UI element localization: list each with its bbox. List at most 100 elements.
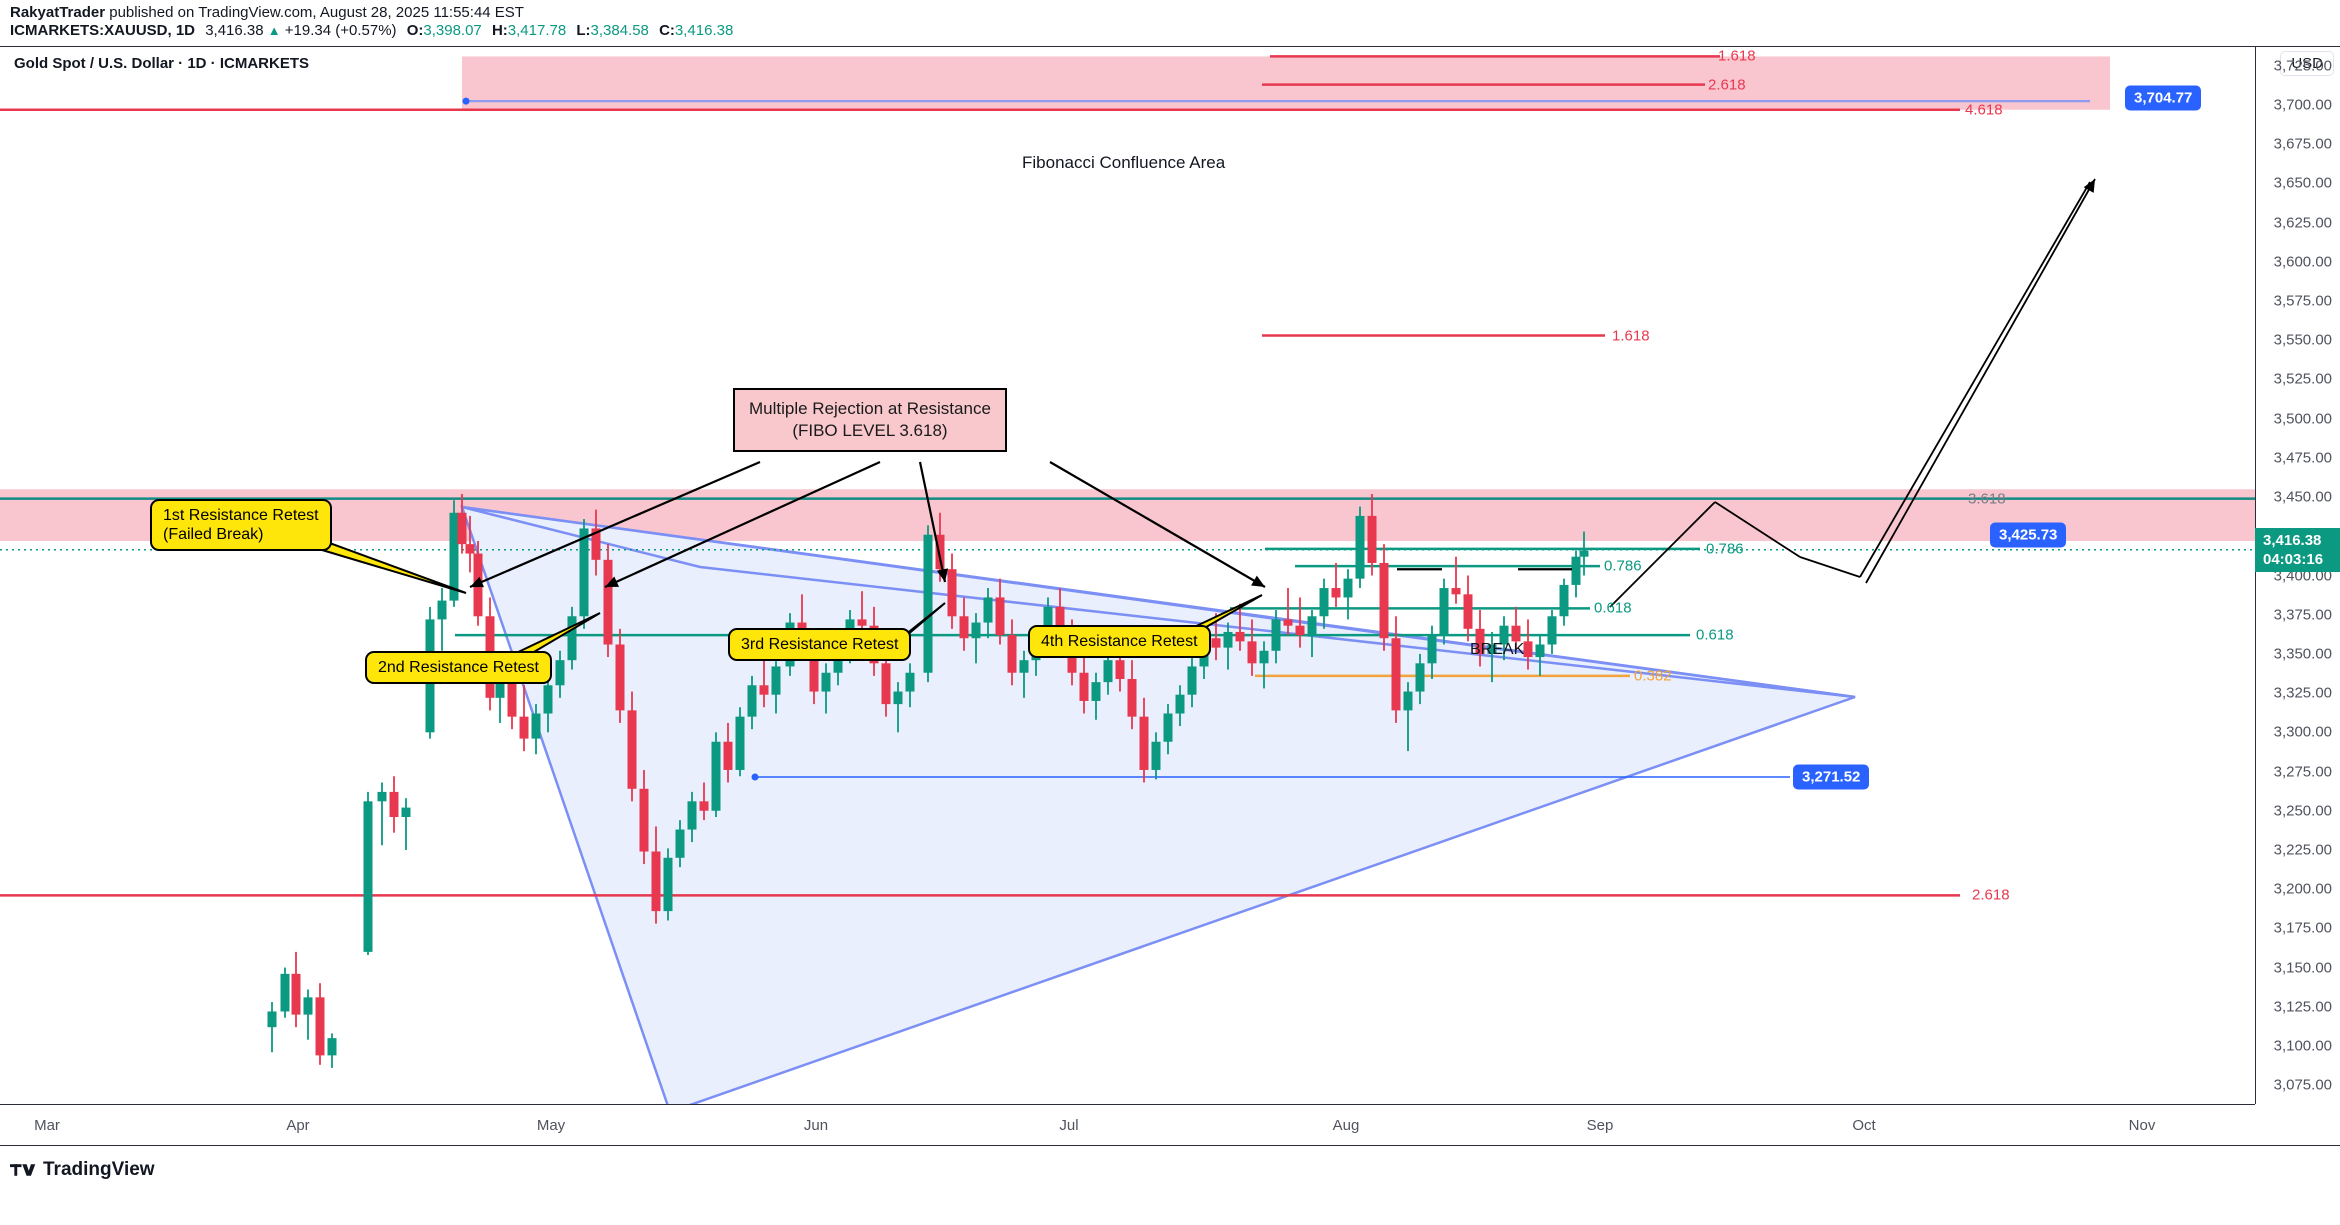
price-tick: 3,350.00	[2273, 645, 2332, 663]
candle	[1511, 606, 1521, 651]
change-up-arrow-icon: ▲	[267, 23, 281, 38]
candle	[1559, 578, 1569, 626]
candle	[1403, 682, 1413, 752]
price-tick: 3,700.00	[2273, 96, 2332, 114]
price-tick: 3,500.00	[2273, 410, 2332, 428]
price-tick: 3,600.00	[2273, 253, 2332, 271]
fib-level-label: 4.618	[1965, 101, 2003, 119]
time-axis[interactable]: Mar Apr May Jun Jul Aug Sep Oct Nov	[0, 1104, 2255, 1146]
candle	[1343, 569, 1353, 620]
time-tick: Apr	[286, 1117, 310, 1134]
annotation-arrow	[604, 460, 881, 589]
price-tick: 3,650.00	[2273, 174, 2332, 192]
candle	[905, 663, 915, 708]
candle	[1259, 641, 1269, 689]
candle	[1451, 556, 1461, 604]
candle	[1487, 631, 1497, 683]
price-tick: 3,325.00	[2273, 684, 2332, 702]
candle	[1523, 619, 1533, 670]
candle	[1079, 650, 1089, 714]
candle	[591, 509, 601, 576]
price-tick: 3,725.00	[2273, 57, 2332, 75]
candle	[555, 650, 565, 698]
candle	[995, 578, 1005, 645]
price-tick: 3,625.00	[2273, 214, 2332, 232]
candle	[1355, 506, 1365, 589]
low-label: L:	[576, 22, 591, 39]
current-price-value: 3,416.38	[2263, 531, 2322, 549]
fib-level-label: 0.618	[1594, 599, 1632, 617]
candle	[1103, 650, 1113, 695]
fib-level-label: 2.618	[1972, 886, 2010, 904]
candle	[603, 544, 613, 658]
tradingview-wordmark: TradingView	[43, 1159, 155, 1180]
publication-text: published on TradingView.com, August 28,…	[105, 4, 524, 21]
candle	[1579, 531, 1589, 576]
footer-bar: TradingView	[0, 1147, 2340, 1225]
candle	[983, 588, 993, 639]
candle	[327, 1033, 337, 1068]
time-tick: Oct	[1852, 1117, 1876, 1134]
price-tick: 3,250.00	[2273, 802, 2332, 820]
candle	[1439, 578, 1449, 645]
callout-2nd-resistance-retest: 2nd Resistance Retest	[365, 651, 552, 684]
time-tick: Jun	[803, 1117, 829, 1134]
candle	[1367, 493, 1377, 576]
candle	[893, 682, 903, 733]
candle	[1571, 550, 1581, 598]
candle	[959, 597, 969, 651]
price-scale[interactable]: USD 3,725.00 3,700.00 3,675.00 3,650.00 3,62…	[2255, 47, 2340, 1104]
close-value: 3,416.38	[674, 22, 734, 39]
candle	[1499, 616, 1509, 661]
candle	[389, 776, 399, 833]
annotation-arrow	[469, 460, 761, 589]
candle	[1535, 635, 1545, 676]
symbol-ticker[interactable]: ICMARKETS:XAUUSD, 1D	[10, 22, 196, 39]
price-tick: 3,525.00	[2273, 370, 2332, 388]
candle	[567, 606, 577, 670]
candle	[1391, 616, 1401, 723]
candle	[651, 826, 661, 924]
price-tick: 3,300.00	[2273, 723, 2332, 741]
candle	[821, 663, 831, 714]
callout-3rd-resistance-retest: 3rd Resistance Retest	[728, 628, 912, 661]
blue-projection-anchor	[462, 97, 470, 105]
arrows-layer	[302, 178, 2096, 672]
candle	[627, 691, 637, 802]
price-tick: 3,675.00	[2273, 135, 2332, 153]
candle	[465, 515, 475, 573]
publication-line: RakyatTrader published on TradingView.co…	[10, 4, 524, 21]
high-value: 3,417.78	[507, 22, 567, 39]
fib-level-label: 1.618	[1612, 327, 1650, 345]
price-tick: 3,225.00	[2273, 841, 2332, 859]
candle	[1427, 625, 1437, 680]
candle	[437, 588, 447, 651]
candle	[1007, 619, 1017, 686]
price-tick: 3,125.00	[2273, 998, 2332, 1016]
fib-level-label: 0.786	[1604, 557, 1642, 575]
low-value: 3,384.58	[590, 22, 649, 39]
candle	[687, 791, 697, 843]
author-name: RakyatTrader	[10, 4, 106, 21]
candle	[1235, 603, 1245, 651]
candle	[519, 685, 529, 752]
candle	[699, 782, 709, 821]
candle	[303, 989, 313, 1040]
candle	[1187, 657, 1197, 708]
price-tag: 3,271.52	[1793, 764, 1870, 790]
last-price: 3,416.38	[205, 22, 264, 39]
time-tick: Mar	[34, 1117, 60, 1134]
price-tick: 3,575.00	[2273, 292, 2332, 310]
candle	[1247, 619, 1257, 676]
high-label: H:	[491, 22, 508, 39]
candle	[401, 798, 411, 850]
price-tick: 3,175.00	[2273, 919, 2332, 937]
candle	[291, 951, 301, 1028]
projection-segment	[1714, 501, 1801, 558]
candle	[1151, 732, 1161, 780]
currency-pill[interactable]: USD	[2280, 51, 2334, 76]
callout-1st-resistance-retest: 1st Resistance Retest (Failed Break)	[150, 499, 332, 551]
fib-level-label: 0.382	[1634, 667, 1672, 685]
time-tick: Aug	[1332, 1117, 1360, 1134]
chart-plot-area[interactable]: Fibonacci Confluence Area Multiple Rejec…	[0, 47, 2255, 1104]
